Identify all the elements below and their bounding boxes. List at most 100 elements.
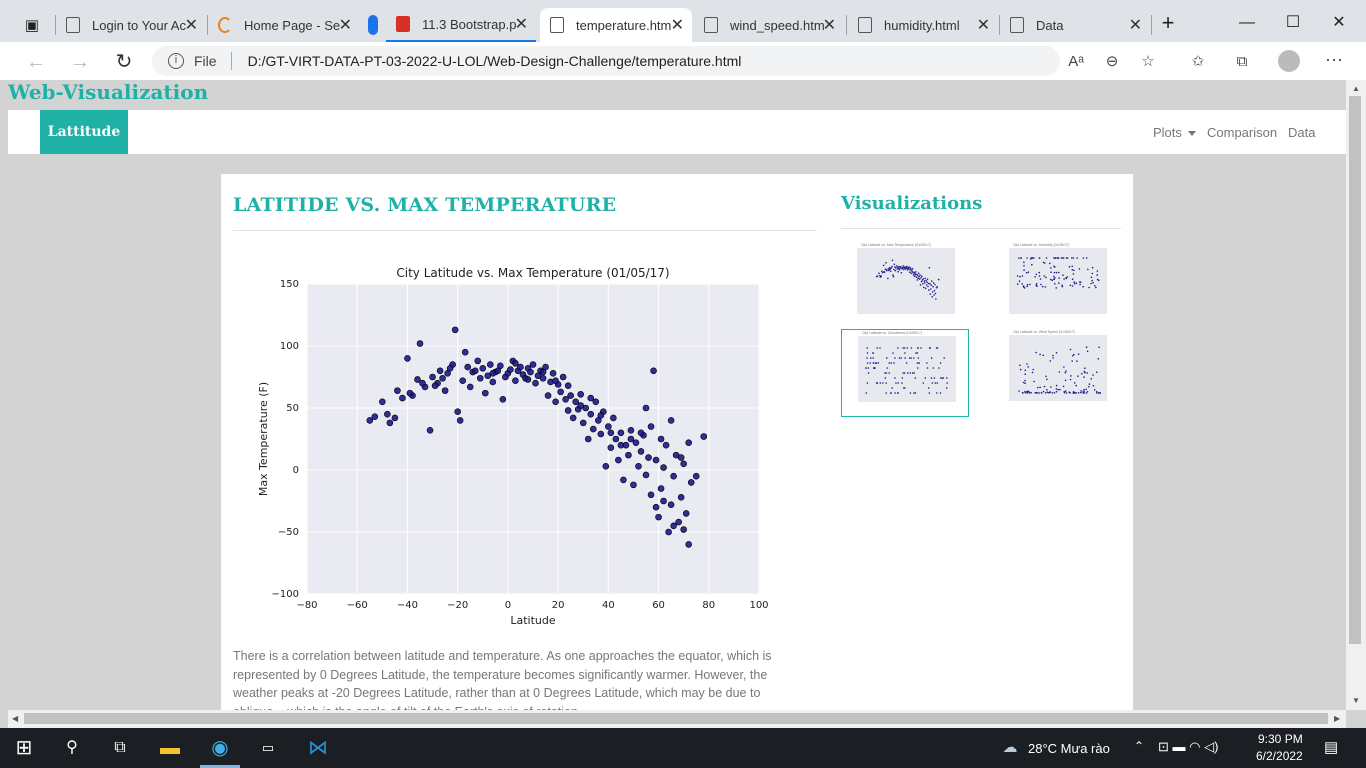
info-icon[interactable]: i [168,53,184,69]
thumbnail-max-temperature[interactable]: City Latitude vs. Max Temperature (01/05… [841,242,969,330]
clock-time[interactable]: 9:30 PM [1258,732,1303,746]
scroll-down-icon[interactable]: ▼ [1352,696,1360,705]
tab-group-indicator-icon[interactable] [368,15,378,35]
data-point [637,429,645,437]
tab-actions-icon[interactable]: ▣ [24,17,40,34]
thumbnail-point [897,267,900,270]
data-point [366,417,374,424]
thumbnail-point [913,372,915,374]
add-favorite-icon[interactable]: ☆ [1141,53,1155,70]
maximize-icon[interactable]: ☐ [1285,14,1301,31]
favorites-icon[interactable]: ✩ [1191,53,1205,70]
close-icon[interactable]: ✕ [822,17,836,34]
nav-data[interactable]: Data [1288,125,1316,140]
thumbnail-point [882,264,885,267]
thumbnail-point [1088,386,1090,388]
thumbnail-point [1020,257,1023,259]
thumbnail-cloudiness[interactable]: City Latitude vs. Cloudiness (01/05/17) [841,329,969,417]
forward-icon[interactable]: → [70,51,90,73]
horizontal-scrollbar[interactable]: ◀ ▶ [8,710,1346,728]
profile-avatar[interactable] [1278,50,1300,72]
thumbnail-point [1090,276,1093,279]
navbar-brand[interactable]: Lattitude [40,110,128,154]
close-icon[interactable]: ✕ [514,16,528,33]
tab-wind-speed[interactable]: wind_speed.htm ✕ [694,8,844,42]
close-icon[interactable]: ✕ [184,17,198,34]
new-tab-icon[interactable]: + [1161,10,1175,35]
chevron-up-icon[interactable]: ⌃ [1134,739,1145,753]
read-aloud-icon[interactable]: Aᵃ [1068,53,1084,70]
nav-plots-dropdown[interactable]: Plots [1153,125,1196,140]
thumbnail-point [1058,371,1061,373]
data-point [429,373,436,381]
thumbnail-point [920,277,922,279]
thumbnail-point [902,265,905,267]
thumbnail-point [904,268,907,270]
more-icon[interactable]: ··· [1325,49,1343,69]
data-point [489,369,497,377]
thumbnail-point [935,347,938,349]
url-field[interactable]: i File D:/GT-VIRT-DATA-PT-03-2022-U-LOL/… [152,46,1060,76]
tab-bootstrap-pdf[interactable]: 11.3 Bootstrap.p ✕ [386,8,536,42]
task-view-icon[interactable]: ⧉ [114,739,126,756]
thumbnail-point [938,367,940,369]
thumbnail-point [945,387,948,389]
thumbnail-point [915,271,917,273]
close-icon[interactable]: ✕ [670,17,684,34]
windows-start-icon[interactable]: ⊞ [15,737,33,759]
scroll-thumb[interactable] [24,713,1328,724]
clock-date[interactable]: 6/2/2022 [1256,749,1303,763]
data-point [652,456,660,464]
data-point [677,454,685,461]
data-point [617,441,625,449]
thumbnail-point [910,347,913,349]
close-window-icon[interactable]: ✕ [1332,14,1346,31]
tab-humidity[interactable]: humidity.html ✕ [848,8,998,42]
notification-icon[interactable]: ▤ [1324,739,1339,756]
tab-data[interactable]: Data ✕ [1000,8,1150,42]
weather-icon[interactable]: ☁ [1002,739,1018,756]
thumbnail-point [930,357,933,359]
y-tick-label: 50 [286,403,299,414]
scroll-up-icon[interactable]: ▲ [1352,84,1360,93]
thumbnail-point [904,357,906,359]
collections-icon[interactable]: ⧉ [1236,53,1248,70]
thumbnail-point [900,357,902,359]
close-icon[interactable]: ✕ [338,17,352,34]
minimize-icon[interactable]: — [1239,14,1255,31]
thumbnail-point [882,382,884,384]
file-explorer-icon[interactable]: ▬ [160,737,180,759]
terminal-icon[interactable]: ▭ [261,740,275,755]
url-text[interactable]: D:/GT-VIRT-DATA-PT-03-2022-U-LOL/Web-Des… [247,53,742,69]
tab-temperature[interactable]: temperature.htm ✕ [540,8,692,42]
thumbnail-point [1046,378,1048,381]
close-icon[interactable]: ✕ [976,17,990,34]
vertical-scrollbar[interactable]: ▲ ▼ [1346,80,1366,710]
edge-browser-icon[interactable]: ◉ [211,737,229,759]
thumbnail-point [1073,283,1076,285]
scroll-thumb[interactable] [1349,96,1361,644]
tab-login[interactable]: Login to Your Ac ✕ [56,8,206,42]
zoom-icon[interactable]: ⊖ [1105,53,1119,70]
back-icon[interactable]: ← [26,51,46,73]
scroll-right-icon[interactable]: ▶ [1334,714,1341,723]
thumbnail-point [881,270,883,273]
thumbnail-point [1023,261,1025,264]
thumbnail-point [1090,282,1092,285]
thumbnail-point [874,362,877,364]
scroll-left-icon[interactable]: ◀ [12,714,19,723]
refresh-icon[interactable]: ↻ [115,51,133,73]
vscode-icon[interactable]: ⋈ [308,737,328,759]
close-icon[interactable]: ✕ [1128,17,1142,34]
weather-text[interactable]: 28°C Mưa rào [1028,741,1110,756]
thumbnail-wind-speed[interactable]: City Latitude vs. Wind Speed (01/05/17) [993,329,1121,417]
thumbnail-humidity[interactable]: City Latitude vs. Humidity (01/05/17) [993,242,1121,330]
tray-icons[interactable]: ⊡ ▬ ◠ ◁) [1158,739,1219,754]
thumbnail-point [915,352,917,354]
nav-comparison[interactable]: Comparison [1207,125,1278,140]
thumbnail-point [921,279,924,281]
data-point [524,376,532,383]
tab-home-page[interactable]: Home Page - Se ✕ [208,8,360,42]
search-icon[interactable]: ⚲ [66,739,78,756]
thumbnail-point [1053,275,1055,278]
